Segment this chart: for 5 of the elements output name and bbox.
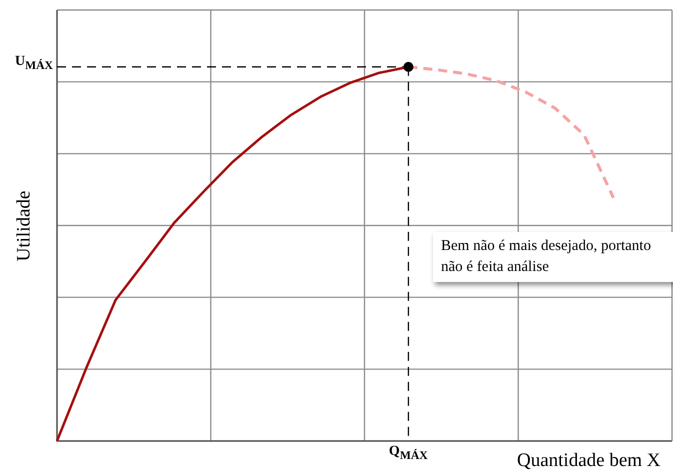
text: Q$_{MÁX}$ [388, 444, 428, 462]
annotation: Bem não é mais desejado, portanto não é feita análise [433, 232, 673, 282]
y-axis-title: Utilidade [12, 190, 35, 261]
ref-line-label: U$_{MÁX}$ [15, 54, 53, 72]
x-axis-title: Quantidade bem X [517, 450, 661, 472]
